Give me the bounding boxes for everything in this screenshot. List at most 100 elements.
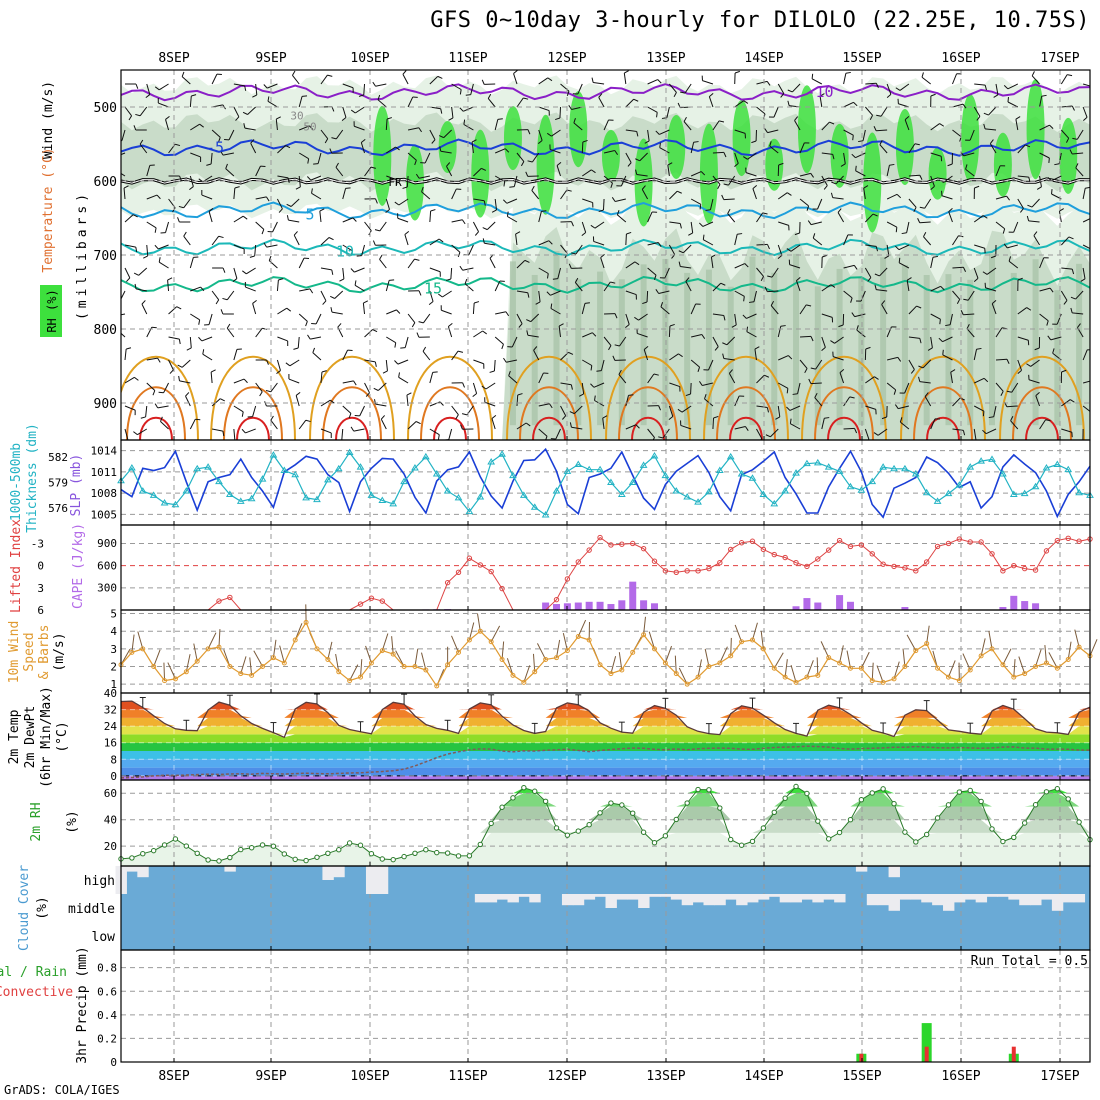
wind-barb-flag [974,185,980,189]
wind-barb-flag [653,274,657,280]
wind-barb [320,129,329,139]
warm-isotherm-arch [420,386,480,440]
wind-barb [342,83,354,89]
wind-barb [582,198,593,204]
wind-barb-10m [839,645,844,664]
rh-point [880,786,886,792]
wind-barb-flag [527,129,531,135]
wind-barb-flag [591,169,596,174]
rh-point [434,849,440,856]
wind-barb [538,106,550,112]
wind-barb [734,290,745,297]
cloud-clear-block [572,894,585,906]
wind-barb-10m [902,648,906,667]
wind-barb [843,396,851,407]
wind-barb [364,221,372,231]
thickness-point [530,503,539,510]
wind-barb [360,142,366,154]
rh-point [902,829,908,835]
wind-barb-flag [930,93,936,97]
rh-point [172,836,179,842]
wind-barb-flag [849,396,855,399]
li-tick-label: 3 [37,582,44,595]
rh-moist-cell [765,138,784,191]
rh-point [619,802,625,808]
cloud-axis-unit: (%) [35,896,50,919]
wind-barb-flag [867,277,872,282]
wind-barb-flag [656,112,658,118]
cloud-clear-block [986,894,998,897]
wind-barb [681,405,692,413]
wind-barb [712,151,724,154]
wind-barb-flag [372,329,378,333]
wind-barb [202,353,213,361]
slp-tick-label: 1011 [91,466,118,479]
temp-series-line [120,700,1091,739]
wind-barb [922,359,932,369]
cloud-clear-block [801,894,813,900]
wind-speed-point [945,674,951,680]
wind-barb [778,382,789,389]
wind-barb-flag [568,351,574,355]
wind-barb [298,175,301,187]
wind-barb-flag [1010,416,1014,421]
wind-barb-flag [786,388,789,394]
thickness-point [813,458,822,466]
wind-barb [1082,349,1088,361]
wind-barb-flag [786,248,792,252]
rh-point [1054,786,1061,792]
wind-speed-point [499,656,505,662]
wind-barb [603,119,609,131]
wind-barb-flag [158,391,164,394]
wind-barb [799,172,811,177]
wind-barb [124,106,133,117]
wind-barb-flag [115,300,120,301]
wind-barb [404,234,409,246]
wind-barb [942,354,953,361]
wind-barb [560,244,568,254]
thickness-point [421,452,430,460]
cloud-clear-block [224,866,236,872]
wind-barb [363,83,366,96]
wind-barb-flag [432,371,438,373]
wind-barb [252,303,257,315]
cloud-clear-block [757,894,770,900]
date-label-top: 12SEP [547,51,586,66]
wind-barb [160,421,169,430]
wind-barb-flag [537,140,543,145]
wind-barb [777,192,788,200]
wind-barb-flag [418,127,422,133]
cloud-level-label: high [84,874,115,889]
wind-barb [756,267,764,277]
wind-barb-flag [573,118,576,124]
wind-barb [1035,395,1041,407]
rh-point [216,858,222,864]
wind-barb [792,83,801,93]
wind-barb [146,83,151,95]
wind-barb [794,120,801,131]
rh-point [640,829,647,835]
wind-barb [1076,129,1084,140]
li-point [630,540,636,547]
wind-barb-flag [633,98,639,102]
wind-barb [255,165,261,177]
wind-barb [472,302,475,315]
wind-barb-10m [648,631,655,649]
wind-barb [647,129,650,141]
cloud-clear-block [485,894,498,903]
wind-barb [615,198,626,202]
wind-barb [637,332,648,338]
wind-barb [407,313,416,323]
cape-bar [792,606,800,610]
wind-barb [581,303,586,315]
wind-barb-flag [415,421,421,425]
wind-barb [790,423,801,430]
wind-barb [211,73,218,85]
wind-barb-flag [448,322,453,327]
wind-barb [298,313,308,322]
wind-barb-flag [655,130,660,135]
wind-barb-flag [748,301,755,303]
wind-speed-point [586,637,592,643]
wind-tick-label: 5 [110,608,117,621]
wind-barb-flag [481,167,487,171]
